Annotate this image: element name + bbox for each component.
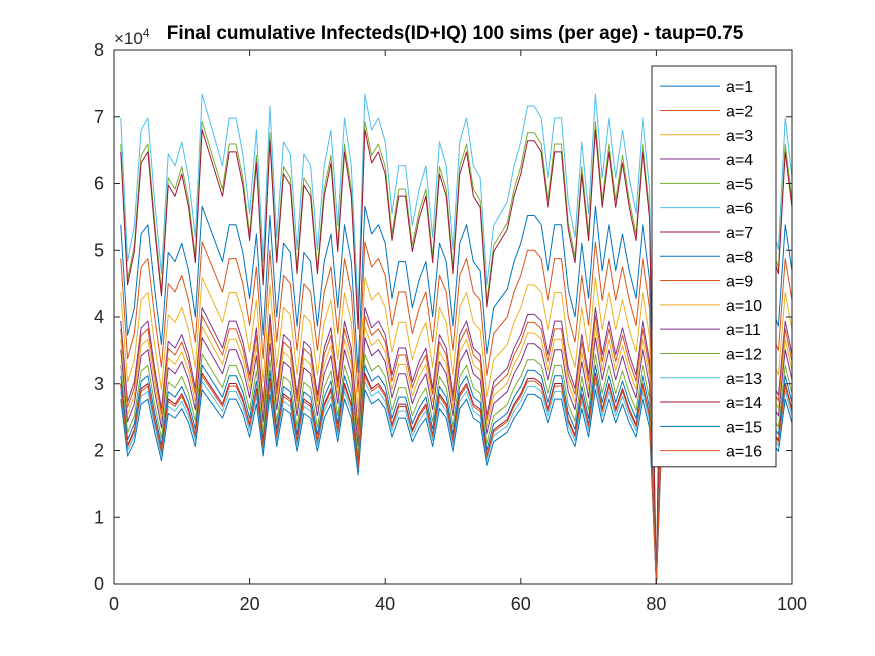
legend-label: a=1 [726,79,753,96]
legend-label: a=8 [726,249,753,266]
legend-label: a=10 [726,298,762,315]
x-tick-label: 20 [240,594,260,614]
legend-label: a=7 [726,225,753,242]
y-tick-label: 2 [94,441,104,461]
x-tick-label: 40 [375,594,395,614]
legend-label: a=12 [726,346,762,363]
legend-label: a=15 [726,419,762,436]
legend: a=1 a=2 a=3 a=4 a=5 a=6 a=7 a=8 a=9 a=10 a=11 a=12 a… [651,65,777,468]
legend-label: a=6 [726,201,753,218]
y-tick-label: 6 [94,174,104,194]
legend-box [651,65,777,468]
y-exponent-label: ×104 [114,26,150,48]
legend-label: a=5 [726,176,753,193]
y-tick-label: 0 [94,574,104,594]
y-tick-label: 3 [94,374,104,394]
legend-label: a=3 [726,128,753,145]
x-tick-label: 60 [511,594,531,614]
y-tick-label: 4 [94,307,104,327]
y-tick-label: 1 [94,507,104,527]
y-tick-label: 7 [94,107,104,127]
legend-label: a=14 [726,395,762,412]
x-tick-label: 0 [109,594,119,614]
y-tick-label: 8 [94,40,104,60]
legend-label: a=11 [726,322,761,339]
legend-label: a=4 [726,152,753,169]
legend-label: a=16 [726,444,762,461]
y-tick-label: 5 [94,240,104,260]
x-tick-label: 100 [777,594,807,614]
legend-label: a=13 [726,371,762,388]
chart-title: Final cumulative Infecteds(ID+IQ) 100 si… [167,23,744,44]
x-tick-label: 80 [646,594,666,614]
legend-label: a=9 [726,274,753,291]
axis-ticks: 0 20 40 60 80 100 0 1 2 3 4 5 6 7 8 [94,40,807,614]
legend-label: a=2 [726,103,753,120]
